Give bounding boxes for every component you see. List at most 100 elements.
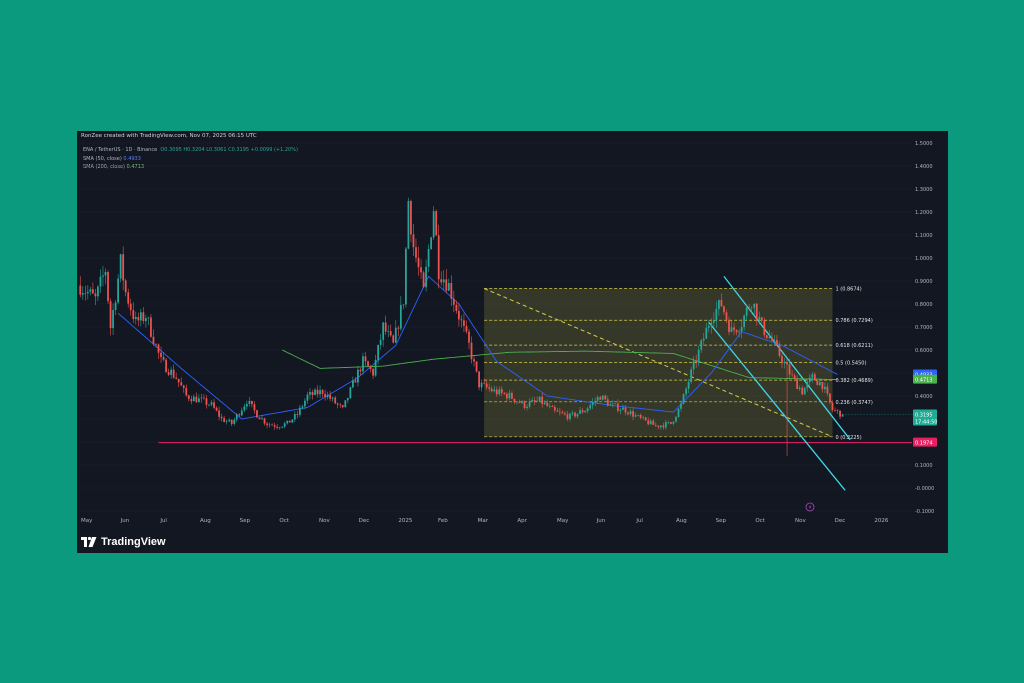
countdown-label: 17:44:50	[915, 420, 937, 426]
candle-body	[798, 387, 801, 390]
candle-body	[150, 317, 152, 337]
candle-body	[238, 414, 241, 416]
candle-body	[185, 387, 188, 396]
price-chart[interactable]: 1.5000 1.4000 1.3000 1.2000 1.1000 1.0000 0.90…	[77, 131, 948, 531]
candle-body	[771, 337, 773, 341]
candle-body	[584, 411, 586, 413]
candle-body	[781, 355, 783, 364]
candle-body	[500, 389, 503, 393]
candle-body	[528, 401, 531, 407]
candle-body	[200, 397, 203, 399]
candle-body	[596, 397, 599, 401]
sma50-row[interactable]: SMA (50, close) 0.4933	[83, 155, 298, 164]
candle-body	[114, 302, 117, 310]
fib-level-label: 0.382 (0.4689)	[835, 378, 872, 384]
price-tick-label: 0.1000	[915, 463, 933, 469]
candle-body	[748, 307, 751, 309]
price-tick-label: 1.3000	[915, 187, 933, 193]
candle-body	[291, 419, 294, 423]
price-tick-label: 0.8000	[915, 302, 933, 308]
sma200-label[interactable]: SMA (200, close)	[83, 164, 125, 170]
candle-body	[627, 412, 629, 415]
candle-body	[561, 412, 564, 414]
candle-body	[692, 360, 695, 370]
candle-body	[293, 413, 296, 420]
indicator-legend: ENA / TetherUS · 1D · Binance O0.3095 H0…	[83, 146, 298, 172]
candle-body	[728, 319, 730, 332]
candle-body	[271, 424, 273, 426]
candle-body	[420, 267, 422, 273]
candle-body	[705, 327, 708, 339]
candle-body	[733, 327, 735, 331]
candle-body	[470, 342, 473, 360]
candle-body	[480, 382, 483, 388]
candle-body	[478, 371, 480, 388]
time-tick-label: Mar	[478, 518, 489, 524]
candle-body	[763, 320, 766, 336]
candle-body	[309, 392, 311, 395]
candle-body	[288, 420, 291, 423]
candle-body	[551, 406, 554, 408]
candle-body	[412, 234, 415, 248]
time-tick-label: Dec	[835, 518, 846, 524]
candle-body	[145, 318, 147, 322]
candle-body	[415, 247, 417, 258]
support-price-tag: 0.1974	[915, 441, 933, 447]
candle-body	[503, 392, 506, 394]
candle-body	[321, 390, 324, 394]
candle-body	[490, 388, 493, 392]
sma200-price-tag-box	[913, 374, 937, 384]
candle-body	[182, 385, 185, 388]
candle-body	[167, 372, 170, 375]
candle-body	[102, 275, 104, 277]
candle-body	[417, 257, 420, 268]
candle-body	[718, 300, 720, 309]
candle-body	[364, 356, 367, 362]
candle-body	[442, 279, 445, 283]
price-tick-label: 0.9000	[915, 279, 933, 285]
candle-body	[283, 423, 286, 427]
candle-body	[190, 399, 193, 402]
candle-body	[205, 398, 208, 405]
candle-body	[334, 397, 337, 404]
candle-body	[187, 395, 190, 400]
lightning-icon[interactable]	[805, 502, 815, 512]
time-tick-label: Oct	[755, 518, 765, 524]
candle-body	[387, 331, 390, 332]
candle-body	[564, 413, 566, 415]
price-tick-label: 1.5000	[915, 141, 933, 147]
candle-body	[329, 394, 332, 399]
candle-body	[240, 410, 243, 416]
sma50-label[interactable]: SMA (50, close)	[83, 155, 122, 162]
candle-body	[841, 414, 844, 417]
symbol-row[interactable]: ENA / TetherUS · 1D · Binance O0.3095 H0…	[83, 146, 298, 155]
time-tick-label: May	[81, 518, 93, 524]
candle-body	[263, 418, 266, 424]
candle-body	[447, 282, 450, 291]
time-tick-label: Feb	[438, 518, 448, 524]
candle-body	[765, 335, 768, 339]
candle-body	[624, 407, 627, 413]
price-tick-label: 0.4000	[915, 394, 933, 400]
candle-body	[357, 369, 359, 383]
candle-body	[720, 300, 723, 307]
candle-body	[379, 339, 382, 345]
candle-body	[662, 425, 665, 428]
candle-body	[134, 316, 137, 320]
candle-body	[225, 421, 228, 422]
candle-body	[458, 310, 460, 320]
symbol-name[interactable]: ENA / TetherUS · 1D · Binance	[83, 147, 158, 153]
candle-body	[813, 374, 816, 381]
candle-body	[829, 393, 831, 403]
candle-body	[824, 386, 826, 390]
sma200-row[interactable]: SMA (200, close) 0.4713	[83, 163, 298, 172]
candle-body	[811, 374, 814, 378]
candle-body	[611, 403, 614, 405]
candle-body	[273, 425, 276, 427]
candle-body	[97, 286, 99, 297]
candle-body	[296, 413, 299, 415]
candle-body	[172, 369, 175, 378]
candle-body	[533, 400, 536, 402]
candle-body	[465, 325, 468, 332]
candle-body	[622, 407, 624, 410]
